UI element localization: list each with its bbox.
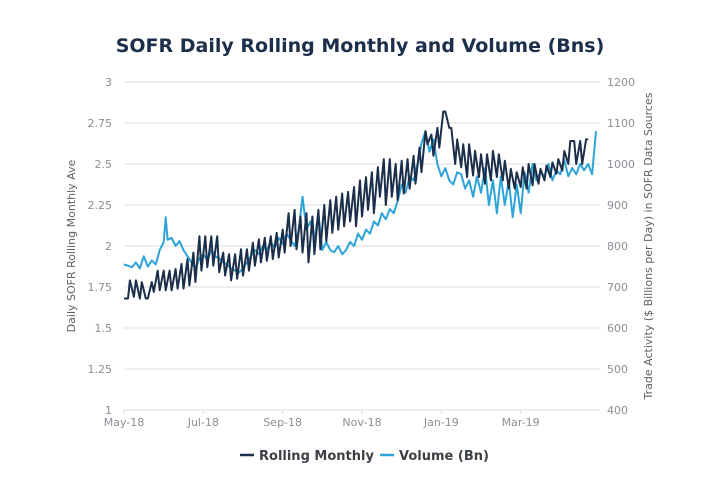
y2-tick-label: 500 — [607, 363, 628, 376]
y-tick-label: 2.25 — [88, 199, 113, 212]
y-tick-label: 1.25 — [88, 363, 113, 376]
y-tick-label: 3 — [105, 76, 112, 89]
y2-tick-label: 700 — [607, 281, 628, 294]
y2-tick-label: 400 — [607, 404, 628, 417]
y-tick-label: 1.75 — [88, 281, 113, 294]
y-tick-label: 2 — [105, 240, 112, 253]
y-tick-label: 1 — [105, 404, 112, 417]
series-line-volume — [123, 130, 597, 274]
x-tick-label: Mar-19 — [502, 416, 540, 429]
legend: Rolling Monthly Volume (Bn) — [240, 449, 489, 464]
series-line-rolling-monthly — [124, 110, 589, 300]
x-tick-label: May-18 — [104, 416, 145, 429]
y-tick-label: 2.5 — [95, 158, 113, 171]
x-tick-label: Jan-19 — [423, 416, 459, 429]
y2-tick-label: 900 — [607, 199, 628, 212]
y-axis-title: Daily SOFR Rolling Monthly Ave — [65, 159, 78, 332]
y2-tick-label: 800 — [607, 240, 628, 253]
y2-axis-title: Trade Activity ($ Billions per Day) in S… — [642, 92, 655, 400]
y2-tick-label: 600 — [607, 322, 628, 335]
legend-label-volume: Volume (Bn) — [399, 449, 489, 464]
y-axis-ticks: 1 1.25 1.5 1.75 2 2.25 2.5 2.75 3 — [88, 76, 113, 417]
x-tick-label: Sep-18 — [263, 416, 302, 429]
x-tick-label: Jul-18 — [187, 416, 219, 429]
y-tick-label: 2.75 — [88, 117, 113, 130]
y2-tick-label: 1100 — [607, 117, 635, 130]
series-lines — [123, 110, 597, 300]
y2-axis-ticks: 400 500 600 700 800 900 1000 1100 1200 — [607, 76, 635, 417]
legend-label-rolling-monthly: Rolling Monthly — [259, 449, 374, 464]
x-axis-ticks: May-18 Jul-18 Sep-18 Nov-18 Jan-19 Mar-19 — [104, 410, 540, 429]
y2-tick-label: 1200 — [607, 76, 635, 89]
y2-tick-label: 1000 — [607, 158, 635, 171]
y-tick-label: 1.5 — [95, 322, 113, 335]
x-tick-label: Nov-18 — [342, 416, 381, 429]
gridlines — [124, 81, 600, 411]
chart-title: SOFR Daily Rolling Monthly and Volume (B… — [116, 35, 605, 57]
